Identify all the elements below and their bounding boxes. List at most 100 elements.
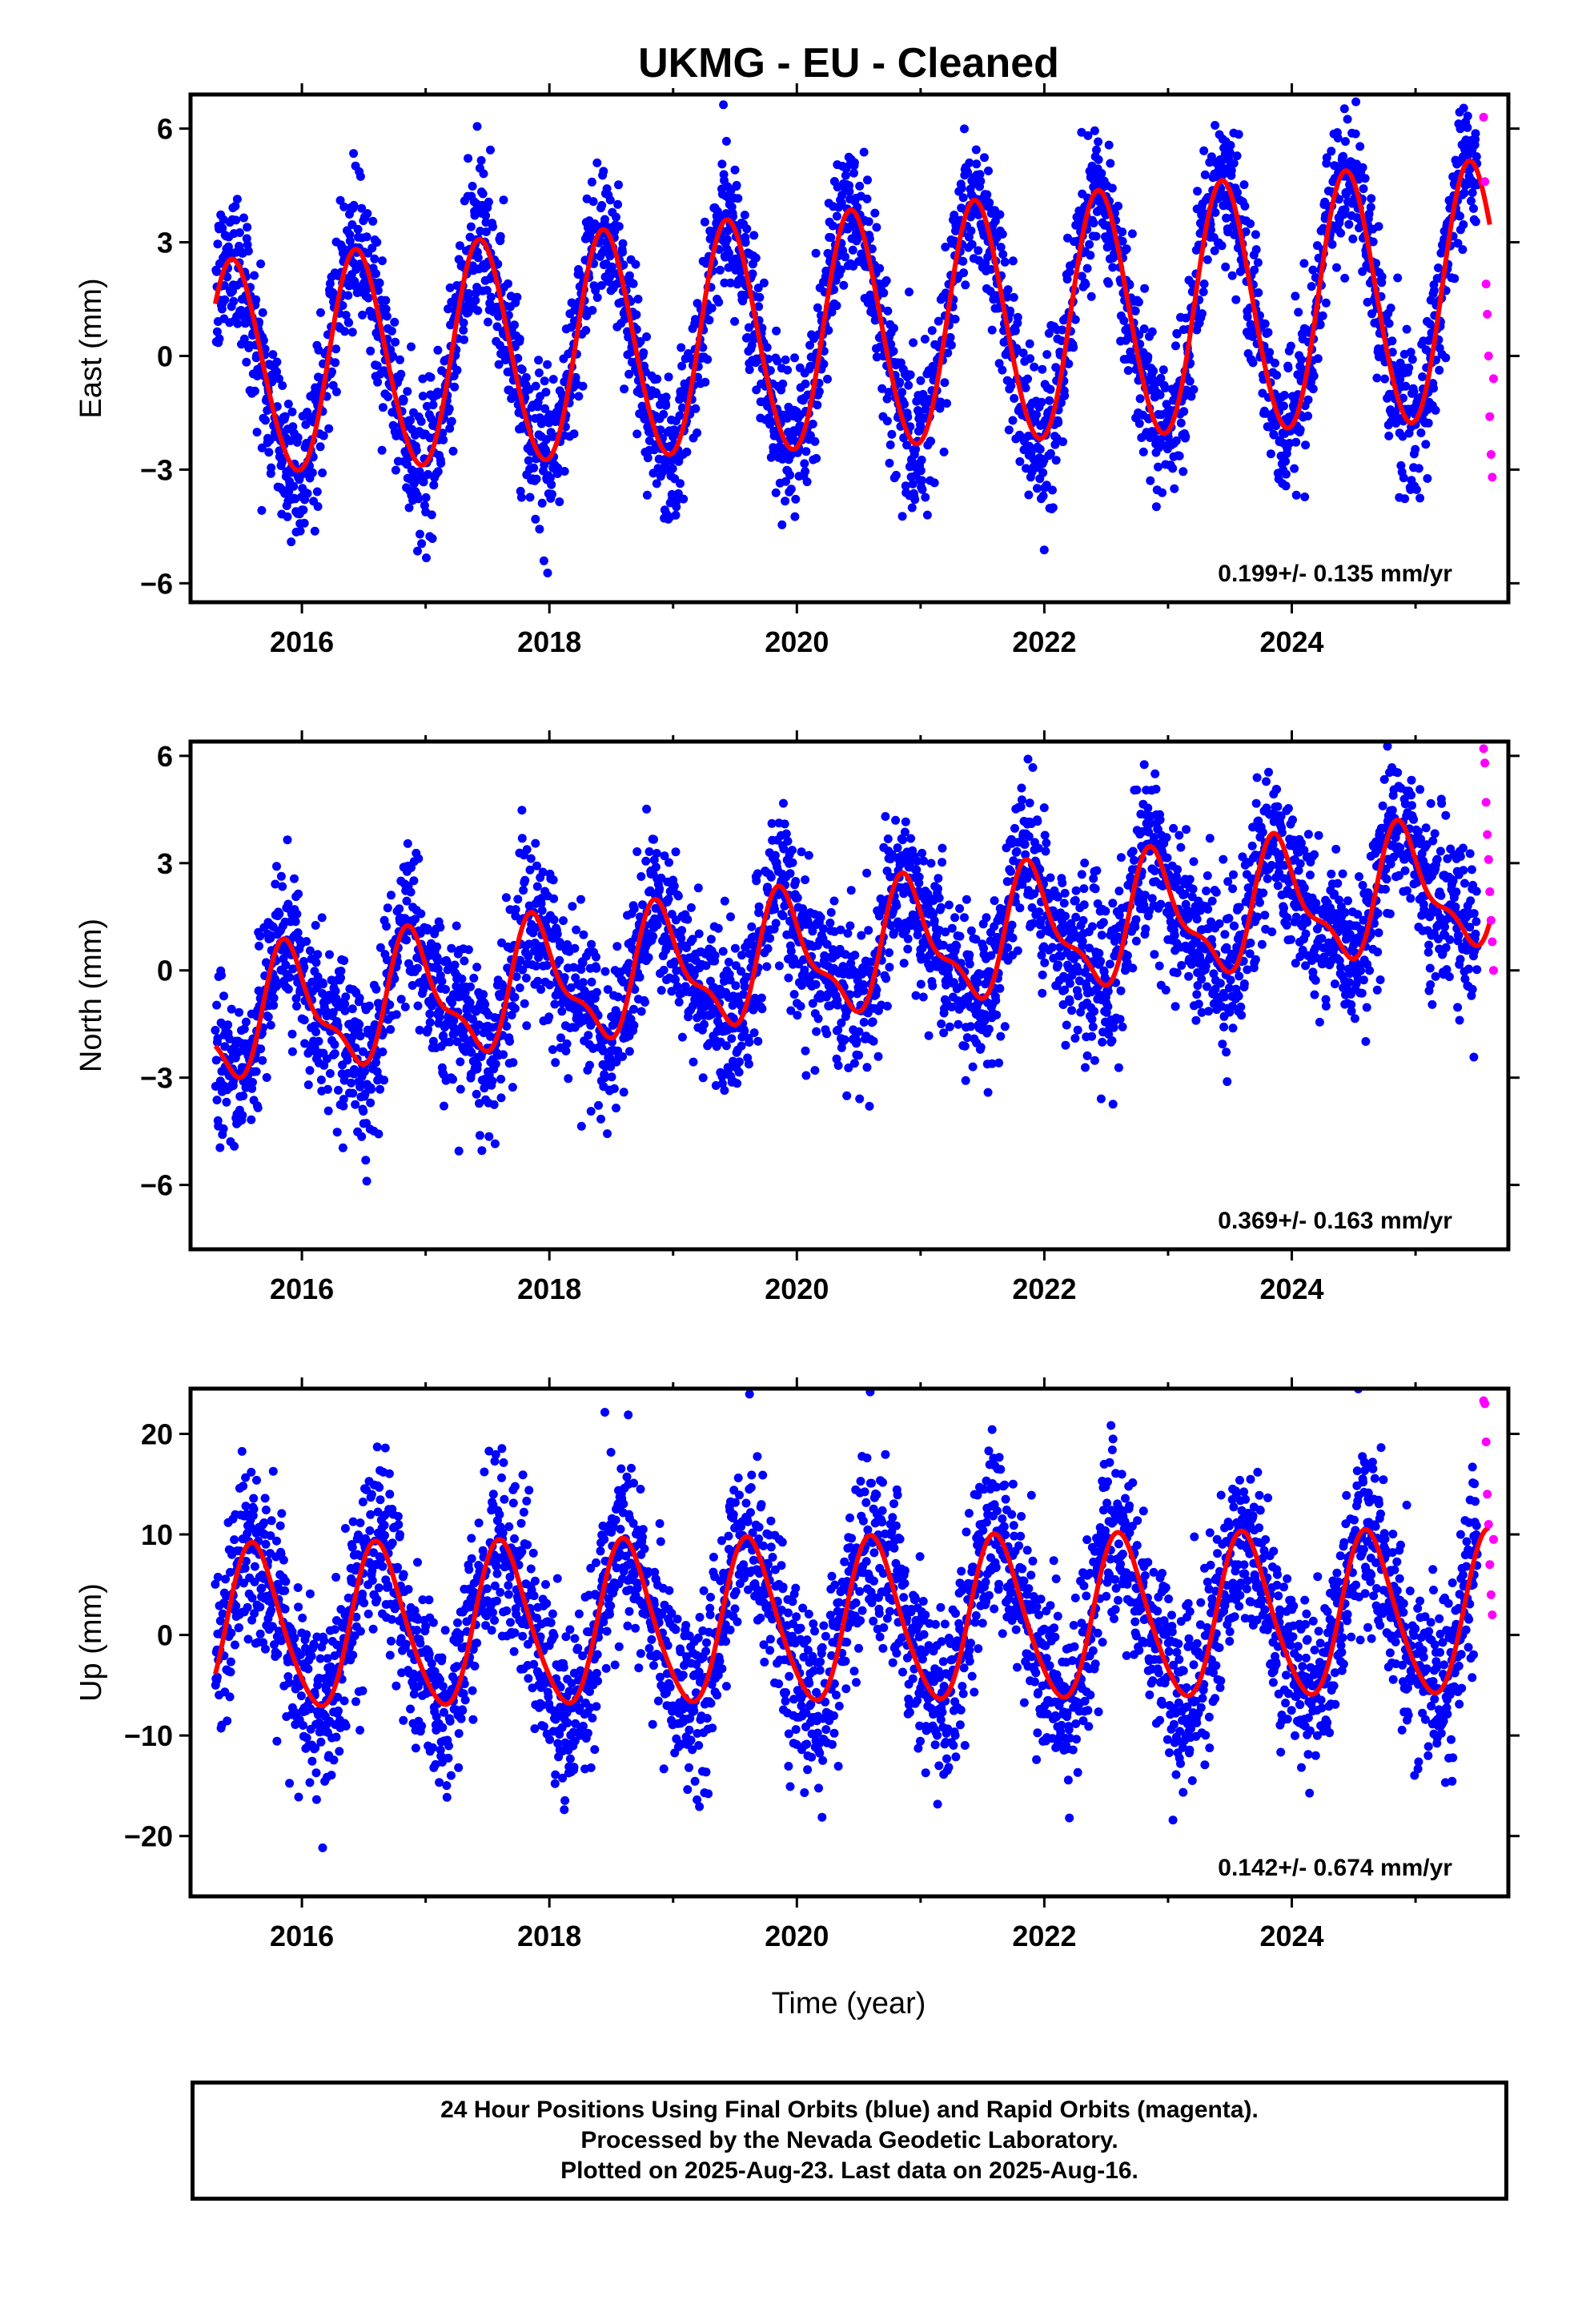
- final-orbit-point: [942, 399, 951, 408]
- final-orbit-point: [428, 400, 438, 410]
- final-orbit-point: [328, 380, 338, 390]
- final-orbit-point: [1241, 227, 1251, 236]
- final-orbit-point: [493, 259, 503, 269]
- final-orbit-point: [1333, 133, 1343, 143]
- final-orbit-point: [753, 283, 763, 293]
- final-orbit-point: [671, 847, 681, 857]
- final-orbit-point: [327, 367, 336, 376]
- final-orbit-point: [472, 1060, 482, 1070]
- final-orbit-point: [588, 197, 598, 207]
- final-orbit-point: [314, 1036, 323, 1046]
- final-orbit-point: [1082, 263, 1092, 273]
- final-orbit-point: [457, 974, 467, 983]
- final-orbit-point: [1158, 488, 1167, 497]
- final-orbit-point: [481, 227, 491, 236]
- plot-frame: [188, 92, 1511, 605]
- final-orbit-point: [466, 222, 476, 231]
- final-orbit-point: [1471, 217, 1480, 227]
- final-orbit-point: [748, 269, 757, 279]
- final-orbit-point: [574, 392, 584, 401]
- final-orbit-point: [1327, 239, 1337, 249]
- final-orbit-point: [519, 886, 528, 895]
- final-orbit-point: [402, 935, 412, 945]
- final-orbit-point: [1250, 265, 1259, 275]
- final-orbit-point: [652, 849, 661, 858]
- final-orbit-point: [719, 100, 729, 110]
- rapid-orbit-point: [1485, 412, 1495, 421]
- final-orbit-point: [1064, 359, 1074, 368]
- final-orbit-point: [683, 915, 693, 924]
- final-orbit-point: [1104, 279, 1114, 288]
- final-orbit-point: [922, 510, 932, 520]
- final-orbit-point: [391, 465, 400, 475]
- final-orbit-point: [248, 1078, 257, 1087]
- final-orbit-point: [339, 1076, 349, 1085]
- final-orbit-point: [828, 221, 837, 231]
- final-orbit-point: [764, 354, 773, 364]
- final-orbit-point: [910, 495, 920, 505]
- final-orbit-point: [811, 979, 821, 989]
- final-orbit-point: [1096, 78, 1105, 87]
- final-orbit-point: [972, 159, 982, 169]
- final-orbit-point: [867, 244, 877, 254]
- final-orbit-point: [377, 445, 387, 455]
- final-orbit-point: [1069, 343, 1078, 352]
- final-orbit-point: [1198, 309, 1207, 319]
- final-orbit-point: [215, 1143, 225, 1152]
- final-orbit-point: [1158, 365, 1168, 375]
- final-orbit-point: [364, 1001, 374, 1011]
- final-orbit-point: [742, 224, 752, 234]
- final-orbit-point: [872, 223, 881, 232]
- final-orbit-point: [1335, 195, 1343, 204]
- final-orbit-point: [1450, 274, 1460, 283]
- final-orbit-point: [1402, 324, 1411, 334]
- final-orbit-point: [373, 286, 383, 296]
- final-orbit-point: [476, 155, 486, 165]
- final-orbit-point: [982, 190, 992, 199]
- final-orbit-point: [744, 323, 753, 332]
- final-orbit-point: [995, 210, 1005, 219]
- final-orbit-point: [1336, 228, 1346, 238]
- final-orbit-point: [905, 370, 915, 380]
- final-orbit-point: [371, 984, 381, 994]
- final-orbit-point: [813, 303, 822, 312]
- final-orbit-point: [975, 170, 985, 179]
- final-orbit-point: [598, 1046, 608, 1055]
- final-orbit-point: [917, 476, 927, 485]
- final-orbit-point: [1058, 325, 1067, 335]
- final-orbit-point: [651, 862, 661, 872]
- final-orbit-point: [292, 909, 302, 919]
- final-orbit-point: [1225, 147, 1235, 157]
- final-orbit-point: [428, 1036, 438, 1046]
- final-orbit-point: [417, 539, 427, 549]
- final-orbit-point: [1423, 418, 1433, 428]
- final-orbit-point: [211, 1055, 221, 1065]
- final-orbit-point: [784, 973, 793, 983]
- final-orbit-point: [887, 429, 897, 439]
- final-orbit-point: [385, 1000, 395, 1010]
- final-orbit-point: [808, 420, 817, 428]
- final-orbit-point: [561, 1046, 571, 1055]
- final-orbit-point: [268, 922, 278, 931]
- final-orbit-point: [1018, 348, 1028, 358]
- final-orbit-point: [585, 1060, 594, 1070]
- final-orbit-point: [539, 556, 548, 565]
- final-orbit-point: [467, 1047, 476, 1057]
- final-orbit-point: [613, 199, 623, 209]
- final-orbit-point: [976, 176, 986, 186]
- final-orbit-point: [433, 345, 443, 355]
- final-orbit-point: [1200, 170, 1210, 179]
- final-orbit-point: [718, 947, 728, 956]
- final-orbit-point: [212, 267, 222, 276]
- rapid-orbit-point: [1479, 112, 1488, 122]
- final-orbit-point: [548, 375, 558, 384]
- final-orbit-point: [1181, 432, 1191, 441]
- final-orbit-point: [1058, 437, 1068, 447]
- final-orbit-point: [1038, 468, 1048, 477]
- final-orbit-point: [1156, 373, 1166, 383]
- final-orbit-point: [507, 1011, 516, 1019]
- final-orbit-point: [310, 526, 319, 536]
- final-orbit-point: [496, 1093, 506, 1103]
- final-orbit-point: [524, 951, 533, 961]
- final-orbit-point: [1045, 396, 1054, 405]
